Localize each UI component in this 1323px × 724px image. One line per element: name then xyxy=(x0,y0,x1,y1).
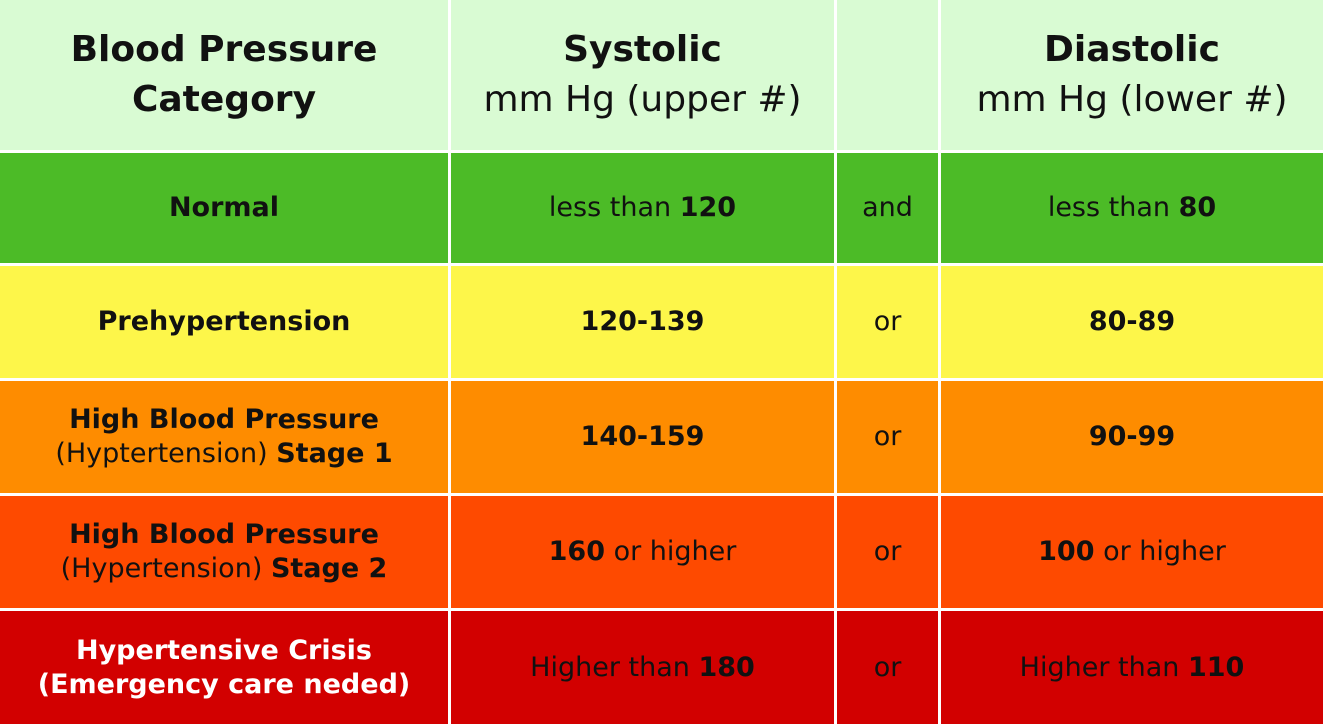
cell-text: 180 xyxy=(698,651,755,683)
cell-text: (Emergency care neded) xyxy=(37,668,411,700)
table-cell: 80-89 xyxy=(941,266,1323,378)
header-cell: Blood Pressure Category xyxy=(0,0,448,150)
cell-text: Systolic xyxy=(563,29,722,70)
header-cell: Systolic mm Hg (upper #) xyxy=(451,0,834,150)
cell-line: less than 80 xyxy=(1048,191,1216,225)
cell-line: Diastolic xyxy=(1044,25,1220,75)
cell-text: Stage 2 xyxy=(270,553,388,584)
cell-line: or xyxy=(874,305,902,339)
cell-text: 100 xyxy=(1038,536,1095,567)
cell-text: High Blood Pressure xyxy=(69,404,379,435)
table-cell: 160 or higher xyxy=(451,496,834,608)
cell-text: and xyxy=(862,192,913,223)
cell-line: less than 120 xyxy=(549,191,736,225)
cell-text: 120-139 xyxy=(580,306,705,337)
cell-line: (Hypertension) Stage 2 xyxy=(61,552,388,586)
cell-line: (Hyptertension) Stage 1 xyxy=(55,437,392,471)
cell-text: High Blood Pressure xyxy=(69,519,379,550)
cell-text: or xyxy=(873,421,902,452)
cell-text: Higher than xyxy=(1019,651,1188,683)
cell-text: (Hypertension) xyxy=(60,553,271,584)
table-cell: and xyxy=(837,153,938,263)
table-cell: Higher than 110 xyxy=(941,611,1323,724)
cell-line: 140-159 xyxy=(581,420,705,454)
cell-text: mm Hg (upper #) xyxy=(483,79,802,120)
table-cell: or xyxy=(837,381,938,493)
cell-text: Prehypertension xyxy=(97,306,351,337)
table-cell: or xyxy=(837,611,938,724)
cell-text: 140-159 xyxy=(580,421,705,452)
table-cell: 140-159 xyxy=(451,381,834,493)
header-cell: Diastolic mm Hg (lower #) xyxy=(941,0,1323,150)
cell-text: 160 xyxy=(548,536,605,567)
cell-line: Prehypertension xyxy=(98,305,351,339)
cell-line: Normal xyxy=(169,191,279,225)
cell-text: or xyxy=(873,536,902,567)
cell-text: or xyxy=(873,651,902,683)
cell-text: 110 xyxy=(1187,651,1245,683)
cell-line: (Emergency care neded) xyxy=(38,668,411,702)
cell-text: less than xyxy=(1047,192,1179,223)
cell-line: Blood Pressure xyxy=(71,25,378,75)
header-cell xyxy=(837,0,938,150)
cell-line: or xyxy=(874,535,902,569)
table-cell: 120-139 xyxy=(451,266,834,378)
cell-text: or xyxy=(873,306,902,337)
cell-text: Blood Pressure xyxy=(70,29,378,70)
cell-text: mm Hg (lower #) xyxy=(976,79,1288,120)
cell-line: and xyxy=(862,191,913,225)
cell-line: Higher than 110 xyxy=(1020,651,1245,685)
cell-line: Systolic xyxy=(563,25,722,75)
cell-line: Category xyxy=(132,75,316,125)
cell-line: 80-89 xyxy=(1089,305,1175,339)
table-cell: Hypertensive Crisis (Emergency care neded… xyxy=(0,611,448,724)
table-cell: Prehypertension xyxy=(0,266,448,378)
cell-text: less than xyxy=(548,192,680,223)
cell-text: 80 xyxy=(1178,192,1217,223)
cell-text: or higher xyxy=(1094,536,1226,567)
cell-line: 90-99 xyxy=(1089,420,1175,454)
cell-text: (Hyptertension) xyxy=(55,438,277,469)
cell-text: Normal xyxy=(168,192,280,223)
cell-text: Higher than xyxy=(530,651,699,683)
cell-text: 90-99 xyxy=(1088,421,1176,452)
table-cell: Higher than 180 xyxy=(451,611,834,724)
cell-line: mm Hg (upper #) xyxy=(483,75,801,125)
table-cell: High Blood Pressure (Hypertension) Stage … xyxy=(0,496,448,608)
cell-line: High Blood Pressure xyxy=(69,403,379,437)
table-cell: less than 120 xyxy=(451,153,834,263)
cell-line: 120-139 xyxy=(581,305,705,339)
table-cell: or xyxy=(837,496,938,608)
table-cell: or xyxy=(837,266,938,378)
cell-line: Higher than 180 xyxy=(530,651,755,685)
cell-text: Stage 1 xyxy=(276,438,393,469)
cell-text: Hypertensive Crisis xyxy=(75,634,372,666)
cell-line: Hypertensive Crisis xyxy=(76,634,372,668)
table-cell: 90-99 xyxy=(941,381,1323,493)
cell-line: 160 or higher xyxy=(549,535,737,569)
table-cell: 100 or higher xyxy=(941,496,1323,608)
cell-line: or xyxy=(874,651,902,685)
cell-text: Diastolic xyxy=(1044,29,1220,70)
table-cell: High Blood Pressure (Hyptertension) Stage… xyxy=(0,381,448,493)
cell-text: Category xyxy=(131,79,317,120)
cell-text: 80-89 xyxy=(1088,306,1176,337)
cell-line: or xyxy=(874,420,902,454)
table-cell: less than 80 xyxy=(941,153,1323,263)
cell-line: 100 or higher xyxy=(1038,535,1226,569)
cell-text: or higher xyxy=(605,536,737,567)
cell-line: High Blood Pressure xyxy=(69,518,379,552)
cell-line: mm Hg (lower #) xyxy=(976,75,1287,125)
table-cell: Normal xyxy=(0,153,448,263)
cell-text: 120 xyxy=(679,192,737,223)
